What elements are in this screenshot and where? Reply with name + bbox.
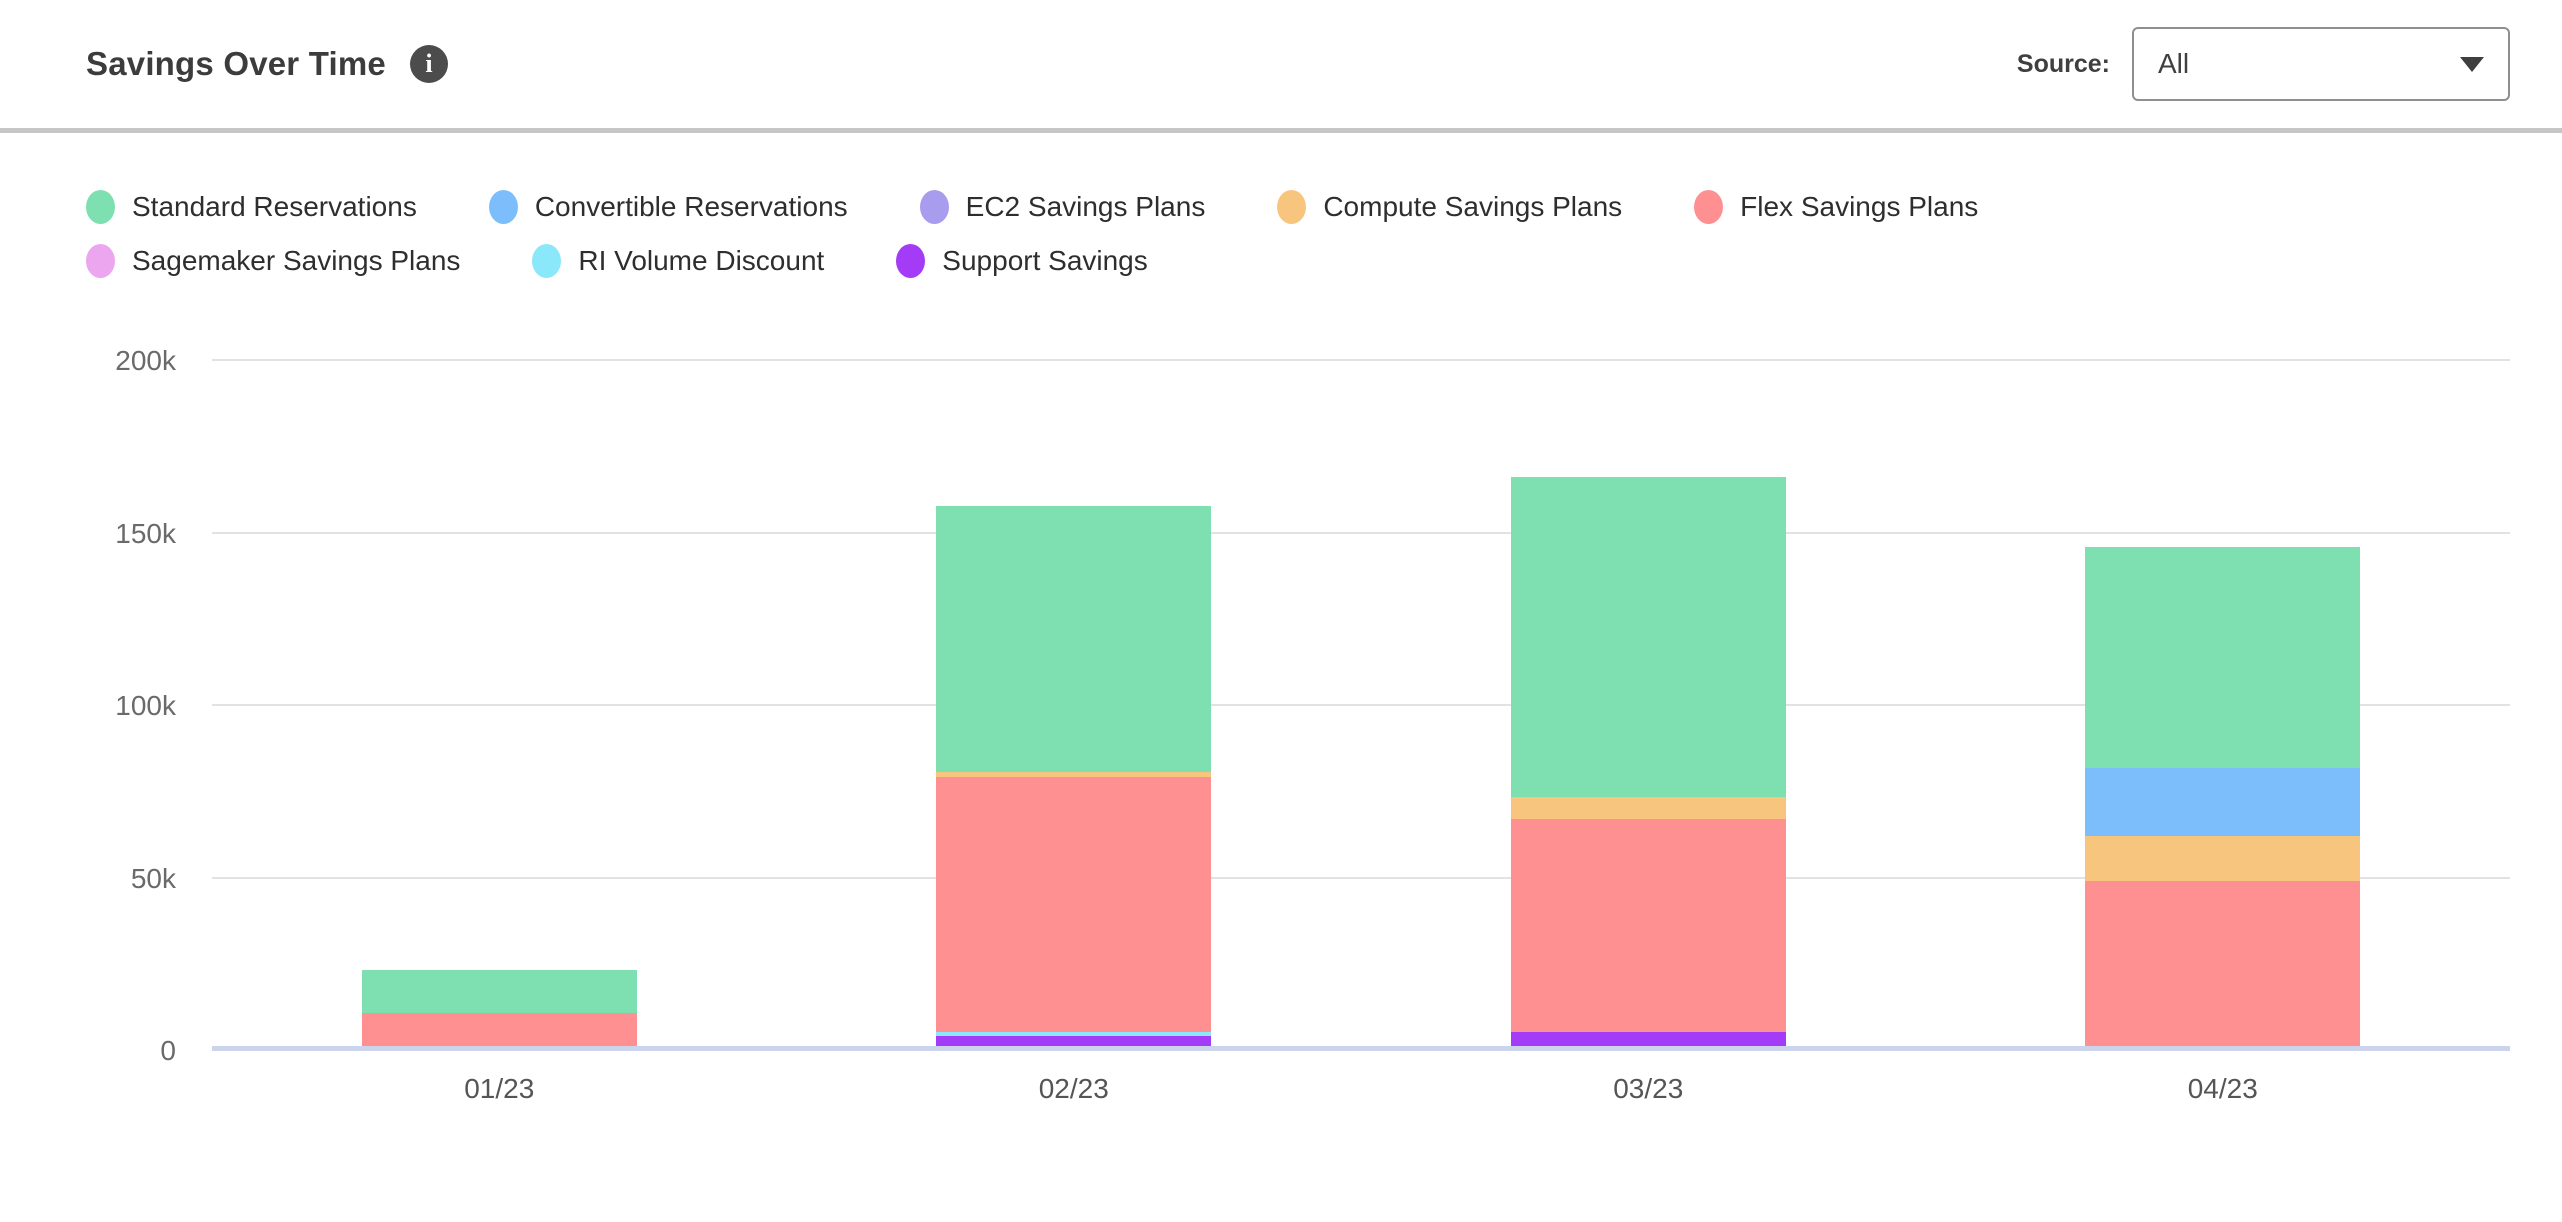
- legend-item-flex-savings-plans[interactable]: Flex Savings Plans: [1694, 187, 1978, 227]
- savings-chart: 0 50k 100k 150k 200k 01/23 02/23 03/23 04/23: [0, 326, 2562, 1105]
- legend-dot-icon: [532, 244, 562, 278]
- bar-segment-flex-savings-plans[interactable]: [936, 777, 1212, 1033]
- legend-item-label: Flex Savings Plans: [1740, 191, 1979, 222]
- chart-legend: Standard Reservations Convertible Reserva…: [86, 187, 2326, 281]
- stacked-bar-03-23[interactable]: [1510, 476, 1786, 1051]
- plot-area: [212, 326, 2510, 1051]
- source-dropdown-value: All: [2158, 48, 2190, 79]
- bar-segment-flex-savings-plans[interactable]: [361, 1013, 637, 1048]
- y-tick-label-50k: 50k: [130, 862, 176, 894]
- legend-item-standard-reservations[interactable]: Standard Reservations: [86, 187, 417, 227]
- y-axis: 0 50k 100k 150k 200k: [0, 326, 212, 1066]
- legend-item-label: Support Savings: [942, 245, 1148, 276]
- source-label: Source:: [2016, 49, 2110, 78]
- y-tick-label-150k: 150k: [115, 517, 176, 549]
- bar-segment-compute-savings-plans[interactable]: [936, 771, 1212, 778]
- bar-slot-04-23: [1936, 547, 2511, 1051]
- bar-segment-flex-savings-plans[interactable]: [1510, 818, 1786, 1033]
- bar-slot-02-23: [787, 505, 1362, 1051]
- legend-item-label: Sagemaker Savings Plans: [132, 245, 461, 276]
- stacked-bar-04-23[interactable]: [2085, 547, 2361, 1051]
- bar-segment-compute-savings-plans[interactable]: [2085, 835, 2361, 882]
- x-axis-label-04-23: 04/23: [2187, 1073, 2258, 1104]
- legend-dot-icon: [1277, 190, 1307, 224]
- legend-item-compute-savings-plans[interactable]: Compute Savings Plans: [1277, 187, 1622, 227]
- legend-item-label: EC2 Savings Plans: [965, 191, 1206, 222]
- y-tick-label-200k: 200k: [115, 345, 176, 376]
- grid-line-100k: [212, 704, 2510, 706]
- legend-item-sagemaker-savings-plans[interactable]: Sagemaker Savings Plans: [86, 241, 460, 281]
- legend-item-label: Convertible Reservations: [534, 191, 848, 222]
- x-axis-label-03-23: 03/23: [1613, 1073, 1684, 1104]
- x-axis-line: [212, 1046, 2510, 1051]
- page-title: Savings Over Time: [86, 45, 386, 82]
- bars-container: [212, 326, 2510, 1051]
- x-axis-labels: 01/23 02/23 03/23 04/23: [212, 1073, 2510, 1105]
- legend-item-support-savings[interactable]: Support Savings: [896, 241, 1148, 281]
- legend-dot-icon: [488, 190, 518, 224]
- y-tick-label-0: 0: [160, 1035, 176, 1066]
- info-icon-glyph: i: [425, 49, 433, 78]
- legend-dot-icon: [919, 190, 949, 224]
- chevron-down-icon: [2460, 56, 2484, 72]
- bar-segment-convertible-reservations[interactable]: [2085, 768, 2361, 836]
- grid-line-200k: [212, 359, 2510, 361]
- y-tick-label-100k: 100k: [115, 690, 176, 721]
- bar-segment-ri-volume-discount[interactable]: [936, 1032, 1212, 1037]
- x-axis-label-01-23: 01/23: [464, 1073, 535, 1104]
- bar-slot-03-23: [1361, 476, 1936, 1051]
- source-dropdown[interactable]: All: [2132, 27, 2510, 101]
- legend-item-label: RI Volume Discount: [578, 245, 825, 276]
- legend-dot-icon: [86, 244, 115, 278]
- bar-segment-flex-savings-plans[interactable]: [2085, 881, 2361, 1051]
- legend-item-label: Compute Savings Plans: [1323, 191, 1623, 222]
- grid-line-150k: [212, 531, 2510, 534]
- legend-dot-icon: [896, 244, 926, 278]
- stacked-bar-01-23[interactable]: [361, 970, 637, 1051]
- legend-item-convertible-reservations[interactable]: Convertible Reservations: [488, 187, 848, 227]
- grid-line-50k: [212, 876, 2510, 879]
- bar-segment-standard-reservations[interactable]: [1510, 476, 1786, 798]
- x-axis-label-02-23: 02/23: [1038, 1073, 1109, 1104]
- bar-slot-01-23: [212, 970, 787, 1051]
- legend-item-ec2-savings-plans[interactable]: EC2 Savings Plans: [919, 187, 1206, 227]
- info-icon[interactable]: i: [409, 45, 448, 83]
- stacked-bar-02-23[interactable]: [936, 505, 1212, 1051]
- bar-segment-standard-reservations[interactable]: [936, 505, 1212, 772]
- chart-header: Savings Over Time i Source: All: [0, 0, 2562, 133]
- legend-item-ri-volume-discount[interactable]: RI Volume Discount: [532, 241, 824, 281]
- legend-dot-icon: [1694, 190, 1724, 224]
- bar-segment-standard-reservations[interactable]: [2085, 547, 2361, 769]
- legend-item-label: Standard Reservations: [132, 191, 417, 222]
- bar-segment-compute-savings-plans[interactable]: [1510, 797, 1786, 819]
- bar-segment-standard-reservations[interactable]: [361, 970, 637, 1014]
- legend-dot-icon: [86, 190, 115, 224]
